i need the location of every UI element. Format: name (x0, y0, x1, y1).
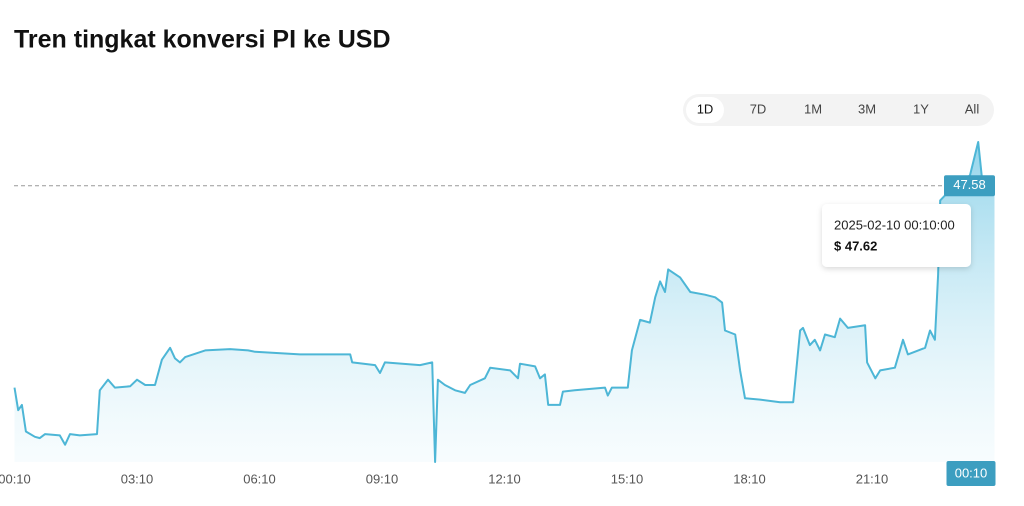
x-tick-label: 09:10 (366, 471, 399, 486)
x-tick-label: 15:10 (611, 471, 644, 486)
range-button[interactable]: 7D (750, 101, 767, 116)
tooltip-date: 2025-02-10 00:10:00 (834, 217, 955, 232)
crosshair-badge (946, 461, 996, 486)
chart-title: Tren tingkat konversi PI ke USD (14, 26, 391, 54)
range-button[interactable]: All (965, 101, 980, 116)
range-button[interactable]: 3M (858, 101, 876, 116)
current-price-label: 47.58 (953, 177, 986, 192)
x-tick-label: 18:10 (733, 471, 766, 486)
x-tick-label: 03:10 (121, 471, 154, 486)
crosshair-label: 00:10 (955, 465, 988, 480)
range-selector (683, 94, 994, 126)
x-tick-label: 21:10 (856, 471, 889, 486)
x-tick-label: 06:10 (243, 471, 276, 486)
tooltip-box (822, 204, 971, 267)
tooltip-price: $ 47.62 (834, 238, 877, 253)
x-tick-label: 00:10 (0, 471, 31, 486)
range-selected (686, 97, 724, 123)
range-button[interactable]: 1D (697, 101, 714, 116)
area-fill (14, 142, 995, 462)
range-button[interactable]: 1Y (913, 101, 929, 116)
current-price-badge (944, 175, 995, 197)
range-button[interactable]: 1M (804, 101, 822, 116)
price-line (13, 141, 995, 463)
x-tick-label: 12:10 (488, 471, 521, 486)
